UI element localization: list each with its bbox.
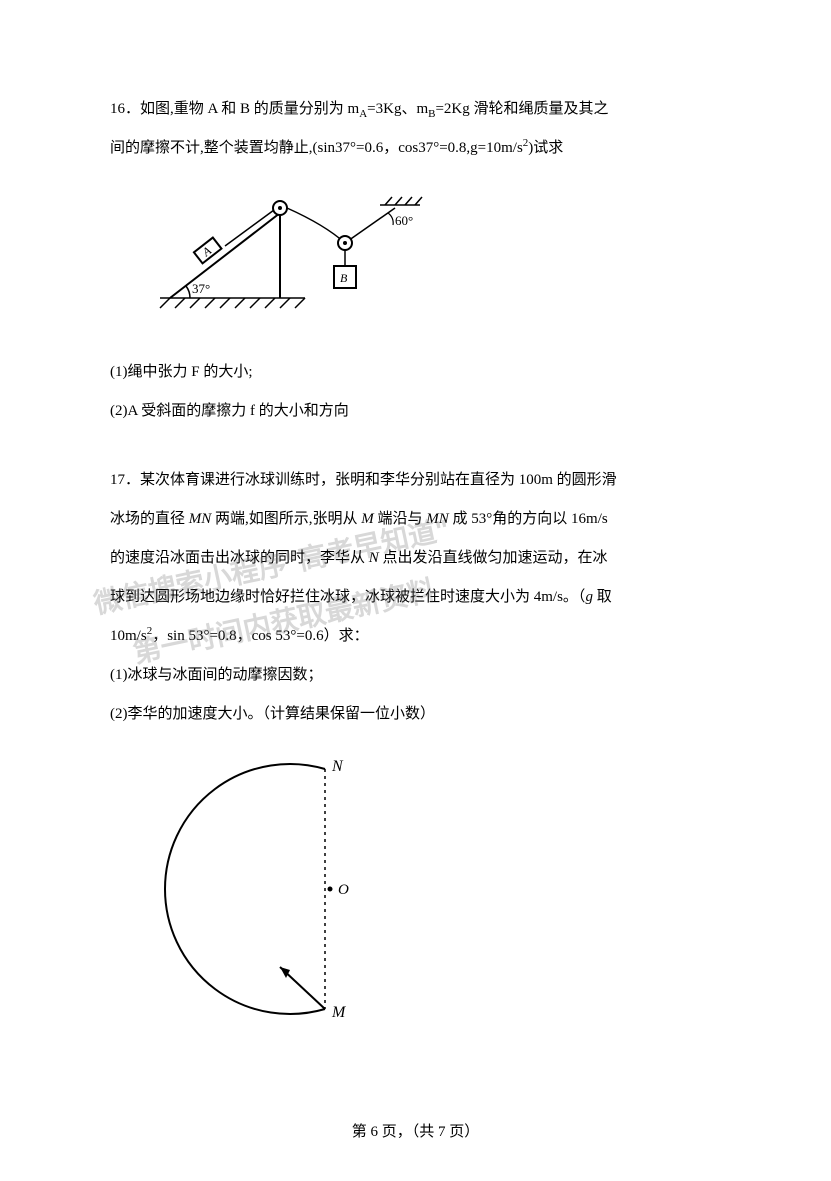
angle-37-label: 37° [192, 281, 210, 296]
block-b-label: B [340, 271, 348, 285]
q17-number: 17． [110, 472, 140, 488]
q16-sub1: (1)绳中张力 F 的大小; [110, 353, 721, 392]
q17-line3: 的速度沿冰面击出冰球的同时，李华从 N 点出发沿直线做匀加速运动，在冰 [110, 539, 721, 578]
q17-line4: 球到达圆形场地边缘时恰好拦住冰球，冰球被拦住时速度大小为 4m/s。（g 取 [110, 578, 721, 617]
q16-number: 16． [110, 101, 140, 117]
q17-line1: 17．某次体育课进行冰球训练时，张明和李华分别站在直径为 100m 的圆形滑 [110, 461, 721, 500]
q16-line1: 16．如图,重物 A 和 B 的质量分别为 mA=3Kg、mB=2Kg 滑轮和绳… [110, 90, 721, 129]
q17-figure: N M O [120, 749, 721, 1029]
label-o: O [338, 882, 349, 898]
q16-sub2: (2)A 受斜面的摩擦力 f 的大小和方向 [110, 392, 721, 431]
q16-line2: 间的摩擦不计,整个装置均静止,(sin37°=0.6，cos37°=0.8,g=… [110, 129, 721, 168]
label-m: M [331, 1004, 347, 1021]
angle-60-label: 60° [395, 213, 413, 228]
q17-line2: 冰场的直径 MN 两端,如图所示,张明从 M 端沿与 MN 成 53°角的方向以… [110, 500, 721, 539]
q17-line5: 10m/s2，sin 53°=0.8，cos 53°=0.6）求： [110, 617, 721, 656]
label-n: N [331, 758, 344, 775]
q16-figure: 37° A B 60° [150, 183, 721, 323]
q17-sub1: (1)冰球与冰面间的动摩擦因数； [110, 656, 721, 695]
q17-sub2: (2)李华的加速度大小。（计算结果保留一位小数） [110, 695, 721, 734]
page-footer: 第 6 页，（共 7 页） [0, 1120, 831, 1141]
